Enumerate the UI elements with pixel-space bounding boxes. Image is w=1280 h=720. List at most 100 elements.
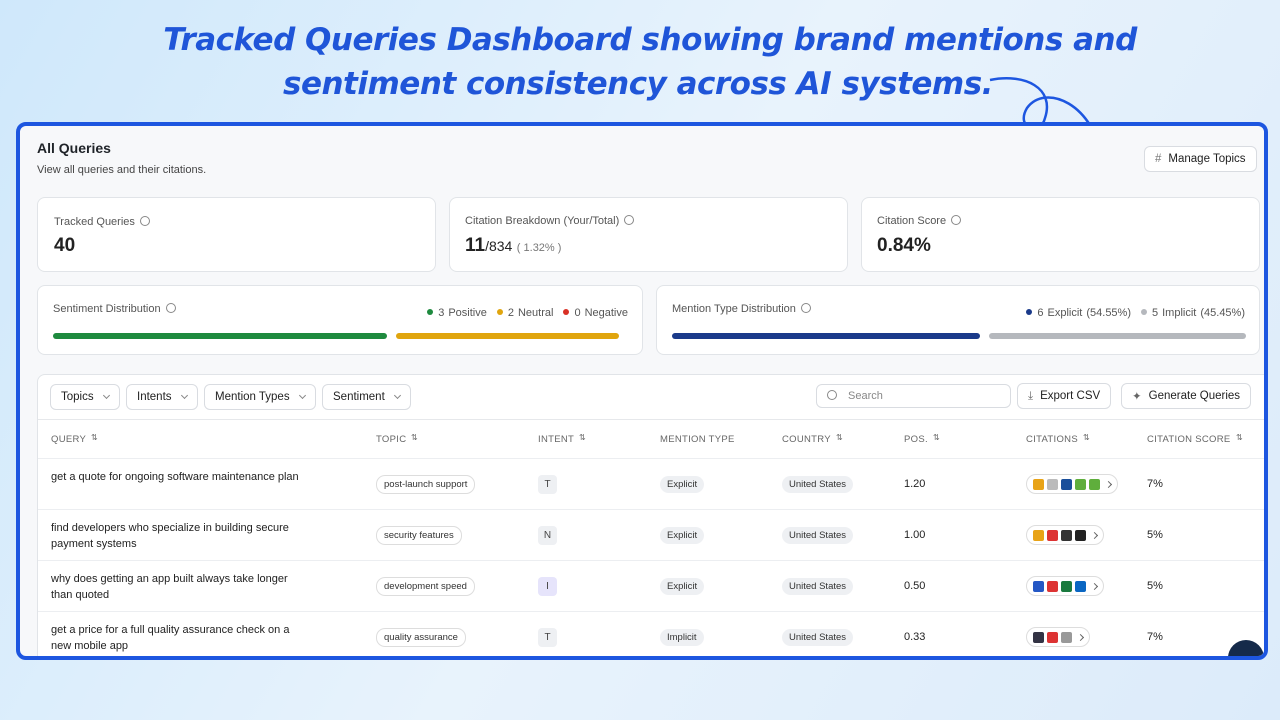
chevron — [102, 391, 110, 400]
sort-icon: ⇅ — [933, 433, 941, 442]
stat-total: /834 — [485, 238, 513, 254]
legend-item: 0 Negative — [563, 307, 628, 319]
sort-icon: ⇅ — [1083, 433, 1091, 442]
search-placeholder: Search — [848, 390, 883, 402]
citation-score: 7% — [1147, 478, 1163, 490]
stat-card: Tracked Queries 40 — [37, 197, 436, 272]
filter-label: Sentiment — [333, 391, 385, 403]
legend-label: Negative — [584, 307, 628, 319]
legend-label: Positive — [448, 307, 487, 319]
legend-percent: (45.45%) — [1200, 307, 1245, 319]
stat-card: Citation Score 0.84% — [861, 197, 1260, 272]
legend-count: 0 — [574, 307, 581, 319]
chevron — [298, 391, 306, 400]
query-text: find developers who specialize in buildi… — [51, 522, 289, 550]
row-divider — [38, 458, 1264, 459]
query-text: why does getting an app built always tak… — [51, 573, 288, 601]
citation-score: 7% — [1147, 631, 1163, 643]
chat-button[interactable] — [1228, 640, 1264, 656]
sort-icon: ⇅ — [411, 433, 419, 442]
stat-label: Citation Breakdown (Your/Total) — [465, 215, 620, 227]
legend-item: 5 Implicit (45.45%) — [1141, 307, 1245, 319]
citation-score: 5% — [1147, 529, 1163, 541]
legend-item: 2 Neutral — [496, 307, 554, 319]
intent-badge: I — [538, 577, 557, 596]
row-divider — [38, 611, 1264, 612]
stat-label: Citation Score — [877, 215, 947, 227]
column-header: POS. — [904, 434, 928, 445]
stat-label: Tracked Queries — [54, 216, 135, 228]
mention-pill: Explicit — [660, 527, 705, 544]
source-icon — [1075, 580, 1086, 592]
sort-icon: ⇅ — [1236, 433, 1244, 442]
source-icon — [1033, 478, 1044, 490]
column-header: INTENT — [538, 434, 575, 445]
topic-pill: security features — [376, 526, 462, 545]
column-header: TOPIC — [376, 434, 407, 445]
generate-button[interactable]: ✦ Generate Queries — [1121, 383, 1252, 409]
chevron — [1090, 531, 1099, 539]
button-label: Manage Topics — [1168, 153, 1246, 165]
distribution-segment — [989, 333, 1246, 339]
column-header: CITATIONS — [1026, 434, 1078, 445]
filter-dropdown[interactable]: Sentiment — [322, 384, 411, 410]
citation-icons[interactable] — [1026, 627, 1090, 647]
legend: 3 Positive 2 Neutral 0 Negative — [417, 303, 628, 321]
legend-label: Neutral — [517, 307, 554, 319]
export-button[interactable]: ⤓ Export CSV — [1017, 383, 1112, 409]
position: 0.33 — [904, 631, 926, 643]
filter-dropdown[interactable]: Intents — [126, 384, 198, 410]
chevron — [1104, 480, 1113, 488]
card-title: Mention Type Distribution — [672, 303, 796, 315]
citation-icons[interactable] — [1026, 576, 1104, 596]
source-icon — [1047, 478, 1058, 490]
source-icon — [1047, 631, 1058, 643]
filter-label: Topics — [61, 391, 94, 403]
row-divider — [38, 509, 1264, 510]
position: 1.00 — [904, 529, 926, 541]
row-divider — [38, 560, 1264, 561]
intent-badge: T — [538, 628, 557, 647]
table-card: Search ⤓ Export CSV ✦ Generate Queries Top… — [37, 374, 1264, 656]
topic-pill: post-launch support — [376, 475, 476, 494]
legend-dot — [496, 309, 503, 315]
legend-label: Implicit — [1162, 307, 1197, 319]
headline: Tracked Queries Dashboard showing brand … — [163, 22, 1137, 58]
topic-pill: development speed — [376, 577, 475, 596]
legend: 6 Explicit (54.55%) 5 Implicit (45.45%) — [1016, 303, 1245, 321]
source-icon — [1061, 478, 1072, 490]
legend-percent: (54.55%) — [1086, 307, 1131, 319]
chevron — [180, 391, 188, 400]
mention-pill: Explicit — [660, 476, 705, 493]
filter-label: Mention Types — [215, 391, 290, 403]
citation-score: 5% — [1147, 580, 1163, 592]
legend-item: 6 Explicit (54.55%) — [1026, 307, 1131, 319]
sentiment-bar — [53, 333, 628, 339]
position: 1.20 — [904, 478, 926, 490]
country-pill: United States — [782, 527, 854, 544]
filter-dropdown[interactable]: Mention Types — [204, 384, 316, 410]
distribution-segment — [672, 333, 981, 339]
source-icon — [1033, 580, 1044, 592]
source-icon — [1075, 529, 1086, 541]
source-icon — [1075, 478, 1086, 490]
source-icon — [1061, 631, 1072, 643]
citation-icons[interactable] — [1026, 525, 1104, 545]
citation-icons[interactable] — [1026, 474, 1118, 494]
stat-value: 40 — [54, 235, 76, 256]
legend-count: 3 — [438, 307, 445, 319]
stat-value: 0.84% — [877, 235, 931, 256]
legend-dot — [1141, 309, 1147, 315]
panel-subtitle: View all queries and their citations. — [37, 164, 207, 176]
search-input[interactable]: Search — [816, 384, 1011, 408]
country-pill: United States — [782, 629, 854, 646]
filter-dropdown[interactable]: Topics — [50, 384, 120, 410]
country-pill: United States — [782, 578, 854, 595]
legend-dot — [427, 309, 434, 315]
column-header: CITATION SCORE — [1147, 434, 1231, 445]
queries-panel: All Queries View all queries and their c… — [16, 122, 1268, 660]
manage-topics-button[interactable]: # Manage Topics — [1144, 146, 1257, 172]
intent-badge: T — [538, 475, 557, 494]
stat-card: Citation Breakdown (Your/Total) 11/834 (… — [449, 197, 848, 272]
